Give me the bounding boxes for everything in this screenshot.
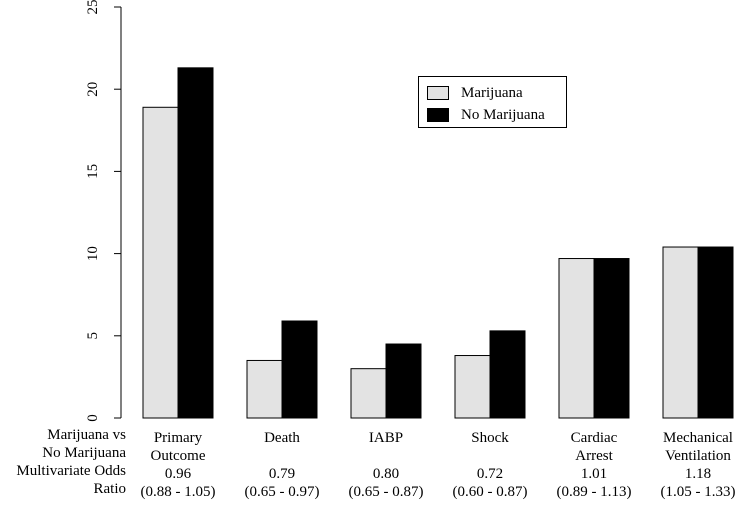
- category-label: Death: [264, 430, 300, 446]
- y-tick-label: 20: [85, 82, 101, 97]
- odds-ratio-ci: (1.05 - 1.33): [661, 484, 736, 500]
- y-tick-label: 25: [85, 0, 101, 15]
- category-label: Primary: [154, 430, 203, 446]
- legend-label-marijuana: Marijuana: [461, 84, 523, 101]
- category-label: Cardiac: [571, 430, 618, 446]
- legend-swatch-marijuana: [427, 86, 449, 100]
- row-label-line-1: Marijuana vs: [47, 427, 126, 443]
- bar-no-marijuana-2: [385, 343, 422, 419]
- odds-ratio-row-label: Marijuana vs No Marijuana Multivariate O…: [0, 426, 126, 498]
- legend-label-no-marijuana: No Marijuana: [461, 106, 545, 123]
- odds-ratio-value: 1.18: [685, 466, 711, 482]
- bar-no-marijuana-4: [593, 258, 630, 419]
- legend-item-marijuana: Marijuana: [427, 84, 523, 102]
- chart-legend: Marijuana No Marijuana: [418, 76, 567, 128]
- odds-ratio-value: 0.96: [165, 466, 192, 482]
- bar-marijuana-0: [142, 106, 179, 419]
- odds-ratio-value: 1.01: [581, 466, 607, 482]
- bar-marijuana-2: [350, 368, 387, 419]
- legend-swatch-no-marijuana: [427, 108, 449, 122]
- bar-no-marijuana-1: [281, 320, 318, 419]
- bar-no-marijuana-0: [177, 67, 214, 419]
- y-tick-label: 0: [85, 414, 101, 422]
- category-label: IABP: [369, 430, 403, 446]
- odds-ratio-ci: (0.88 - 1.05): [141, 484, 216, 500]
- odds-ratio-value: 0.80: [373, 466, 399, 482]
- category-label: Outcome: [151, 448, 206, 464]
- odds-ratio-value: 0.79: [269, 466, 295, 482]
- y-tick-label: 15: [85, 164, 101, 179]
- bar-marijuana-3: [454, 355, 491, 419]
- category-label: Arrest: [575, 448, 613, 464]
- odds-ratio-ci: (0.60 - 0.87): [453, 484, 528, 500]
- category-label: Ventilation: [665, 448, 731, 464]
- y-tick-label: 5: [85, 332, 101, 340]
- y-tick-label: 10: [85, 246, 101, 261]
- row-label-line-4: Ratio: [93, 481, 127, 497]
- row-label-line-3: Multivariate Odds: [16, 463, 126, 479]
- odds-ratio-ci: (0.65 - 0.87): [349, 484, 424, 500]
- bar-marijuana-1: [246, 359, 283, 419]
- odds-ratio-ci: (0.89 - 1.13): [557, 484, 632, 500]
- bar-marijuana-5: [662, 246, 699, 419]
- odds-ratio-value: 0.72: [477, 466, 503, 482]
- odds-ratio-ci: (0.65 - 0.97): [245, 484, 320, 500]
- category-label: Mechanical: [663, 430, 733, 446]
- category-label: Shock: [471, 430, 509, 446]
- bar-no-marijuana-5: [697, 246, 734, 419]
- bar-marijuana-4: [558, 258, 595, 419]
- legend-item-no-marijuana: No Marijuana: [427, 106, 545, 124]
- bar-no-marijuana-3: [489, 330, 526, 419]
- row-label-line-2: No Marijuana: [42, 445, 126, 461]
